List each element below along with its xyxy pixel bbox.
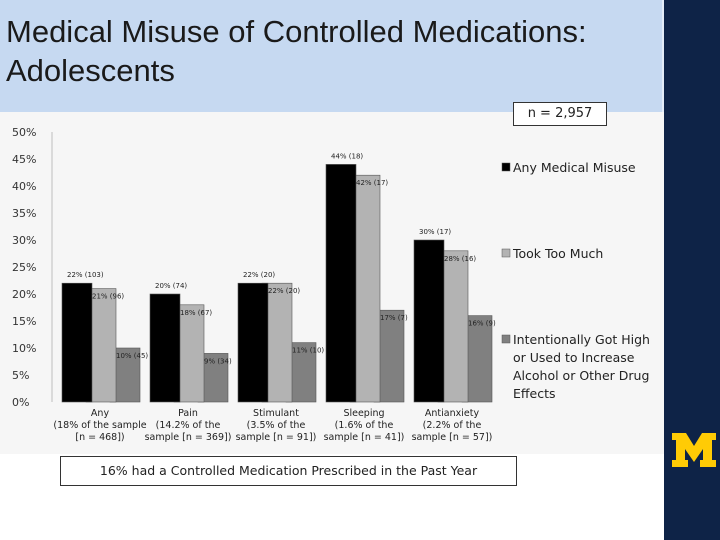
data-label-any-misuse: 20% (74) bbox=[155, 282, 187, 290]
category-label: (14.2% of the bbox=[156, 420, 221, 431]
y-tick-label: 40% bbox=[12, 180, 36, 193]
bar-any-misuse bbox=[61, 282, 93, 403]
legend-swatch bbox=[501, 248, 511, 258]
block-m-logo-icon bbox=[672, 433, 716, 467]
y-tick-label: 10% bbox=[12, 342, 36, 355]
data-label-took-too-much: 28% (16) bbox=[444, 255, 476, 263]
slide-title-line-1: Medical Misuse of Controlled Medications… bbox=[6, 14, 587, 49]
data-label-got-high: 11% (10) bbox=[292, 347, 324, 355]
data-label-took-too-much: 42% (17) bbox=[356, 179, 388, 187]
bar-chart: 0% 5% 10% 15% 20% 25% 30% 35% 40% 45% 50% 22% (103)… bbox=[12, 126, 650, 443]
data-label-any-misuse: 22% (103) bbox=[67, 271, 104, 279]
data-label-any-misuse: 22% (20) bbox=[243, 271, 275, 279]
category-label: sample [n = 91]) bbox=[236, 432, 317, 443]
category-label: (3.5% of the bbox=[247, 420, 306, 431]
data-label-took-too-much: 21% (96) bbox=[92, 293, 124, 301]
bar-any-misuse bbox=[149, 293, 181, 403]
bar-any-misuse bbox=[413, 239, 445, 403]
category-label: Sleeping bbox=[343, 408, 384, 419]
data-label-took-too-much: 22% (20) bbox=[268, 287, 300, 295]
data-label-got-high: 9% (34) bbox=[204, 357, 232, 365]
slide-title-line-2: Adolescents bbox=[6, 53, 175, 88]
category-label: sample [n = 41]) bbox=[324, 432, 405, 443]
category-label: (2.2% of the bbox=[423, 420, 482, 431]
legend-label: Alcohol or Other Drug bbox=[513, 368, 649, 383]
category-label: (1.6% of the bbox=[335, 420, 394, 431]
data-label-got-high: 16% (9) bbox=[468, 320, 496, 328]
category-label: Any bbox=[91, 408, 110, 419]
legend-label: or Used to Increase bbox=[513, 350, 635, 365]
data-label-got-high: 10% (45) bbox=[116, 352, 148, 360]
legend-swatch bbox=[501, 334, 511, 344]
category-label: sample [n = 369]) bbox=[145, 432, 232, 443]
y-tick-label: 20% bbox=[12, 288, 36, 301]
data-label-took-too-much: 18% (67) bbox=[180, 309, 212, 317]
category-label: sample [n = 57]) bbox=[412, 432, 493, 443]
y-tick-label: 45% bbox=[12, 153, 36, 166]
category-label: (18% of the sample bbox=[53, 420, 146, 431]
slide-title: Medical Misuse of Controlled Medications… bbox=[6, 12, 587, 90]
data-label-any-misuse: 30% (17) bbox=[419, 228, 451, 236]
y-tick-label: 15% bbox=[12, 315, 36, 328]
data-label-got-high: 17% (7) bbox=[380, 314, 408, 322]
category-label: Pain bbox=[178, 408, 198, 419]
y-tick-label: 5% bbox=[12, 369, 29, 382]
legend-label: Effects bbox=[513, 386, 556, 401]
legend-label: Intentionally Got High bbox=[513, 332, 650, 347]
y-tick-label: 25% bbox=[12, 261, 36, 274]
footnote-box: 16% had a Controlled Medication Prescrib… bbox=[60, 456, 517, 486]
bar-any-misuse bbox=[237, 282, 269, 403]
category-label: Antianxiety bbox=[425, 408, 480, 419]
legend-label: Took Too Much bbox=[512, 246, 603, 261]
title-band bbox=[0, 0, 664, 112]
bar-any-misuse bbox=[325, 164, 357, 403]
sample-size-box: n = 2,957 bbox=[513, 102, 607, 126]
y-tick-label: 0% bbox=[12, 396, 29, 409]
legend-label: Any Medical Misuse bbox=[513, 160, 636, 175]
y-tick-label: 30% bbox=[12, 234, 36, 247]
y-tick-label: 50% bbox=[12, 126, 36, 139]
legend-swatch bbox=[501, 162, 511, 172]
data-label-any-misuse: 44% (18) bbox=[331, 152, 363, 160]
y-tick-label: 35% bbox=[12, 207, 36, 220]
category-label: [n = 468]) bbox=[75, 432, 124, 443]
category-label: Stimulant bbox=[253, 408, 299, 419]
